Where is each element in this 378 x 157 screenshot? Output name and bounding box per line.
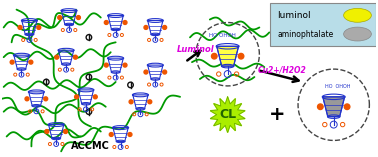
Circle shape bbox=[212, 53, 217, 59]
Circle shape bbox=[25, 97, 29, 101]
Circle shape bbox=[29, 60, 33, 64]
Circle shape bbox=[128, 133, 132, 136]
Text: HO OHOH: HO OHOH bbox=[209, 33, 236, 38]
Circle shape bbox=[109, 133, 113, 136]
Circle shape bbox=[148, 100, 152, 104]
Circle shape bbox=[64, 130, 68, 133]
Circle shape bbox=[74, 95, 79, 99]
Circle shape bbox=[58, 16, 62, 19]
Polygon shape bbox=[323, 97, 345, 117]
FancyBboxPatch shape bbox=[270, 3, 376, 46]
Circle shape bbox=[238, 53, 244, 59]
Circle shape bbox=[55, 55, 59, 59]
Text: ACCMC: ACCMC bbox=[71, 141, 110, 151]
Text: +: + bbox=[269, 105, 285, 124]
Text: Luminol: Luminol bbox=[177, 45, 215, 54]
Circle shape bbox=[318, 104, 323, 110]
Text: HO  OHOH: HO OHOH bbox=[325, 84, 350, 89]
Polygon shape bbox=[210, 97, 245, 133]
Circle shape bbox=[76, 16, 81, 19]
Circle shape bbox=[93, 95, 97, 99]
Circle shape bbox=[144, 70, 148, 74]
Circle shape bbox=[104, 21, 108, 24]
Circle shape bbox=[129, 100, 133, 104]
Text: aminophtalate: aminophtalate bbox=[277, 30, 333, 39]
Text: CL: CL bbox=[219, 108, 236, 121]
Circle shape bbox=[18, 26, 22, 29]
Circle shape bbox=[37, 26, 41, 29]
Circle shape bbox=[73, 55, 77, 59]
Circle shape bbox=[163, 26, 167, 29]
Circle shape bbox=[44, 97, 48, 101]
Ellipse shape bbox=[344, 8, 371, 22]
Polygon shape bbox=[217, 46, 239, 66]
Circle shape bbox=[144, 26, 148, 29]
Circle shape bbox=[163, 70, 167, 74]
Circle shape bbox=[104, 63, 108, 67]
Circle shape bbox=[123, 63, 127, 67]
Circle shape bbox=[344, 104, 350, 110]
Circle shape bbox=[45, 130, 49, 133]
Circle shape bbox=[10, 60, 14, 64]
Ellipse shape bbox=[344, 27, 371, 41]
Text: luminol: luminol bbox=[277, 11, 311, 20]
Text: Cu2+/H2O2: Cu2+/H2O2 bbox=[258, 65, 307, 74]
Circle shape bbox=[123, 21, 127, 24]
